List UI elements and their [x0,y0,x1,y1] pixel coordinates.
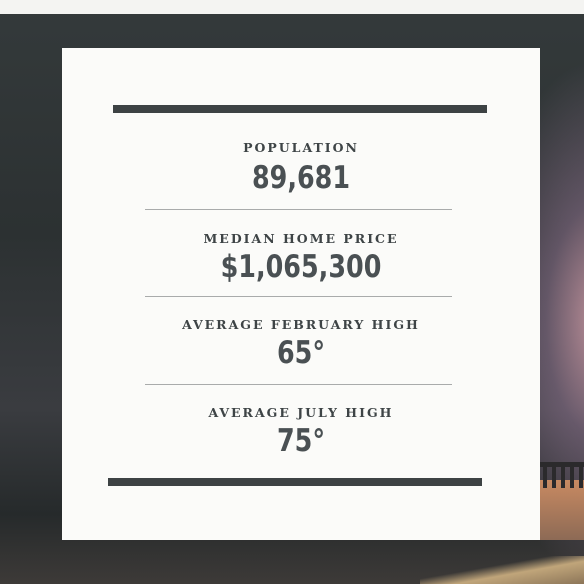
stats-card: POPULATION 89,681 MEDIAN HOME PRICE $1,065,… [62,48,540,540]
divider [145,384,452,385]
stat-value: $1,065,300 [105,252,497,283]
divider [145,296,452,297]
background-pier [534,462,584,488]
top-bar [113,105,487,113]
stat-label: POPULATION [62,140,540,155]
background-sand [420,556,584,584]
stat-label: AVERAGE JULY HIGH [62,405,540,420]
stat-value: 65° [105,338,497,369]
page: POPULATION 89,681 MEDIAN HOME PRICE $1,065,… [0,0,584,584]
bottom-bar [108,478,482,486]
stat-label: MEDIAN HOME PRICE [62,231,540,246]
page-edge [0,0,584,14]
stat-value: 75° [105,426,497,457]
stat-label: AVERAGE FEBRUARY HIGH [62,317,540,332]
stat-value: 89,681 [105,163,497,194]
divider [145,209,452,210]
background-glow [540,480,584,540]
